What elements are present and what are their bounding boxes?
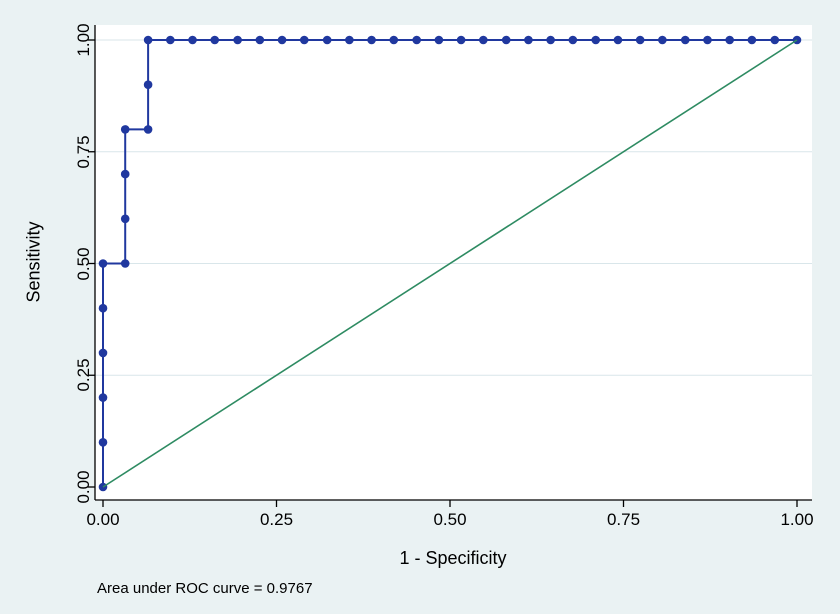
auc-caption: Area under ROC curve = 0.9767 (97, 580, 313, 597)
y-tick-label: 0.00 (74, 470, 93, 504)
y-tick-label: 0.50 (74, 246, 93, 281)
x-tick-label: 0.25 (259, 510, 294, 529)
y-tick-label: 0.25 (74, 358, 93, 392)
x-tick-label: 0.50 (433, 510, 467, 529)
y-tick-label: 1.00 (74, 23, 93, 57)
x-tick-label: 0.00 (86, 510, 120, 529)
y-tick-label: 0.75 (74, 135, 93, 169)
x-axis-title: 1 - Specificity (399, 548, 507, 568)
x-tick-label: 0.75 (606, 510, 641, 529)
x-tick-label: 1.00 (780, 510, 814, 529)
y-axis-title: Sensitivity (23, 221, 44, 303)
plot-area (95, 25, 812, 500)
